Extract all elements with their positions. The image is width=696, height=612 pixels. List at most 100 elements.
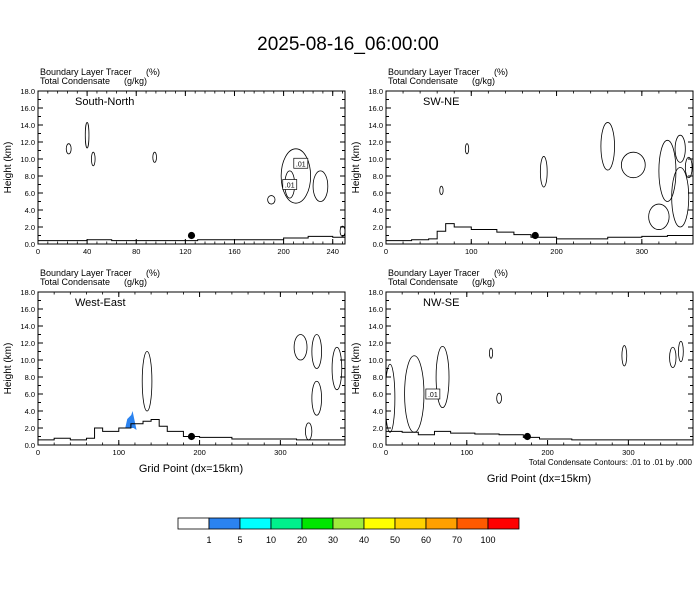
y-tick-label: 16.0 [368,305,383,314]
x-tick-label: 200 [541,448,554,457]
condensate-contour [496,392,502,404]
colorbar-swatch [177,517,210,530]
colorbar-swatch [363,517,396,530]
x-tick-label: 0 [384,247,388,256]
plot-frame [385,90,694,245]
colorbar: 1 5 10 20 30 40 50 60 70 100 [177,517,520,545]
y-tick-label: 0.0 [373,240,383,249]
y-tick-label: 0.0 [373,441,383,450]
contour-label: .01 [425,388,441,400]
condensate-contour [339,225,345,237]
contour-label-text: .01 [285,183,295,190]
contour-label: .01 [293,157,309,169]
condensate-contour [620,151,646,179]
condensate-contour [305,422,313,441]
panel-header-line2: Total Condensate [388,277,458,287]
condensate-contour [311,334,322,369]
location-marker [523,432,531,441]
y-tick-label: 6.0 [373,189,383,198]
location-marker [187,231,196,240]
y-axis-label: Height (km) [3,343,14,395]
y-tick-label: 12.0 [368,339,383,348]
colorbar-swatch [425,517,458,530]
terrain-line [386,223,693,242]
blt-fill [125,411,137,430]
y-tick-label: 8.0 [25,373,35,382]
y-tick-label: 18.0 [368,87,383,96]
y-tick-label: 10.0 [20,155,35,164]
y-tick-label: 2.0 [25,223,35,232]
panel-header-line2-unit: (g/kg) [124,277,147,287]
y-tick-label: 2.0 [373,223,383,232]
condensate-contour [280,148,312,204]
panel-west-east: Boundary Layer Tracer (%) Total Condensate… [3,268,346,457]
panel-header-line2: Total Condensate [388,76,458,86]
colorbar-tick-label: 70 [452,535,462,545]
condensate-contour [621,345,628,367]
y-tick-label: 14.0 [20,322,35,331]
figure-title: 2025-08-16_06:00:00 [257,34,439,55]
plot-frame [385,291,694,446]
panel-header-line2-unit: (g/kg) [472,277,495,287]
x-tick-label: 100 [465,247,478,256]
colorbar-swatch [270,517,303,530]
colorbar-swatch [208,517,241,530]
colorbar-swatch [239,517,272,530]
x-tick-label: 80 [132,247,140,256]
y-axis-label: Height (km) [351,343,362,395]
condensate-contour [84,122,90,149]
y-tick-label: 6.0 [373,390,383,399]
colorbar-tick-label: 50 [390,535,400,545]
panel-header-line1: Boundary Layer Tracer [388,268,480,278]
colorbar-tick-label: 30 [328,535,338,545]
y-tick-label: 2.0 [25,424,35,433]
y-axis-label: Height (km) [351,142,362,194]
colorbar-swatch [394,517,427,530]
panel-name: South-North [75,96,134,108]
colorbar-tick-label: 1 [206,535,211,545]
panel-header-line1: Boundary Layer Tracer [40,67,132,77]
x-tick-label: 160 [228,247,241,256]
location-marker [531,231,539,240]
condensate-contour [141,351,153,412]
condensate-contour [464,143,470,155]
panel-name: SW-NE [423,96,459,108]
y-tick-label: 0.0 [25,441,35,450]
colorbar-tick-label: 60 [421,535,431,545]
y-tick-label: 18.0 [20,288,35,297]
condensate-contour [600,122,615,171]
x-tick-label: 200 [550,247,563,256]
y-tick-label: 4.0 [373,206,383,215]
y-tick-label: 4.0 [25,206,35,215]
condensate-contour [293,334,308,361]
y-tick-label: 0.0 [25,240,35,249]
condensate-contour [539,156,548,188]
panel-header-line1: Boundary Layer Tracer [388,67,480,77]
condensate-contour [489,347,494,359]
y-tick-label: 8.0 [373,172,383,181]
panels: Boundary Layer Tracer (%) Total Condensate… [3,67,694,457]
y-tick-label: 12.0 [20,339,35,348]
plot-frame [37,291,346,446]
y-tick-label: 14.0 [368,322,383,331]
contour-label: .01 [282,179,298,190]
colorbar-tick-label: 5 [237,535,242,545]
panel-nw-se: Boundary Layer Tracer (%) Total Condensate… [351,268,694,457]
condensate-contour [267,195,276,205]
panel-header-line1-unit: (%) [146,268,160,278]
location-marker [187,432,196,441]
y-tick-label: 16.0 [368,104,383,113]
condensate-contour [669,346,677,369]
condensate-contour [386,363,396,433]
y-tick-label: 8.0 [373,373,383,382]
y-tick-label: 4.0 [25,407,35,416]
x-tick-label: 120 [179,247,192,256]
panel-header-line1-unit: (%) [146,67,160,77]
x-tick-label: 100 [113,448,126,457]
y-tick-label: 16.0 [20,104,35,113]
colorbar-swatch [332,517,365,530]
y-tick-label: 10.0 [368,155,383,164]
y-tick-label: 14.0 [20,121,35,130]
y-tick-label: 10.0 [368,356,383,365]
y-tick-label: 18.0 [20,87,35,96]
